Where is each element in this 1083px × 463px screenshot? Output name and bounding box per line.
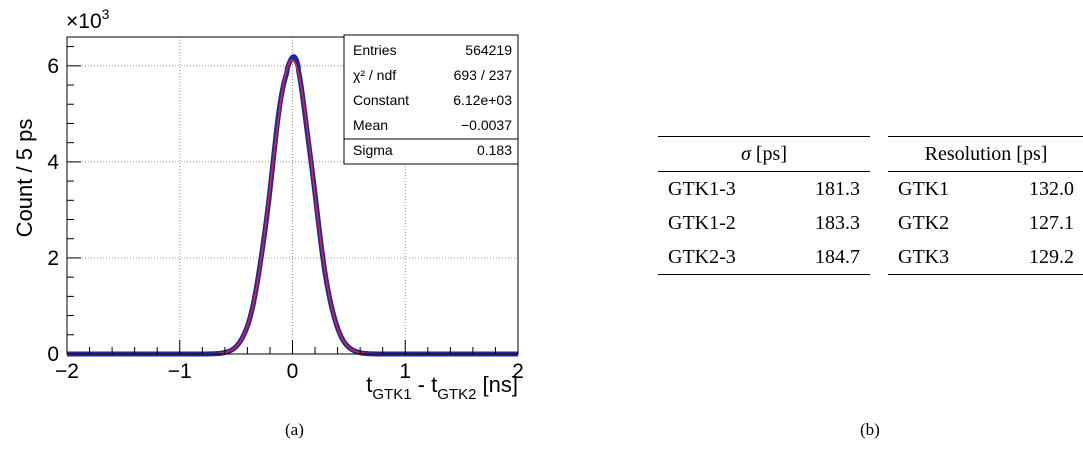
panel-a-caption: (a) <box>285 420 304 439</box>
x-label-sub1: GTK1 <box>372 386 411 403</box>
station-label: GTK2 <box>898 211 950 234</box>
station-label: GTK1 <box>898 177 950 200</box>
table-row: GTK2 127.1 <box>888 206 1083 240</box>
x-tick-label: 1 <box>399 360 411 383</box>
table-row: GTK1-2 183.3 <box>658 206 870 240</box>
stats-value-mean: −0.0037 <box>461 117 512 133</box>
resolution-table-header-row: Resolution [ps] <box>888 136 1083 172</box>
stats-box: Entries 564219 χ² / ndf 693 / 237 Consta… <box>343 34 519 165</box>
pair-label: GTK1-2 <box>668 211 736 234</box>
sigma-table-header-row: σ [ps] <box>658 136 870 172</box>
resolution-table: Resolution [ps] GTK1 132.0 GTK2 127.1 GT… <box>888 136 1083 275</box>
stats-value-constant: 6.12e+03 <box>453 92 512 108</box>
stats-label-entries: Entries <box>353 42 397 58</box>
pair-label: GTK1-3 <box>668 177 736 200</box>
table-row: GTK1-3 181.3 <box>658 172 870 207</box>
stats-value-chi2: 693 / 237 <box>454 67 513 83</box>
y-tick-label: 0 <box>47 343 59 366</box>
panel-b-caption: (b) <box>860 420 880 439</box>
stats-label-mean: Mean <box>353 117 388 133</box>
pair-label: GTK2-3 <box>658 240 780 275</box>
sigma-table-header: σ [ps] <box>658 136 870 172</box>
sigma-value: 181.3 <box>815 177 860 200</box>
sigma-value: 183.3 <box>815 211 860 234</box>
x-tick-label: 0 <box>287 360 299 383</box>
resolution-value: 129.2 <box>990 240 1083 275</box>
resolution-value: 132.0 <box>1029 177 1074 200</box>
resolution-value: 127.1 <box>1029 211 1074 234</box>
table-row: GTK3 129.2 <box>888 240 1083 275</box>
stats-value-entries: 564219 <box>465 42 512 58</box>
table-row: GTK2-3 184.7 <box>658 240 870 275</box>
tick-labels: −2 −1 0 1 2 0 2 4 6 <box>47 55 524 383</box>
x-tick-label: −1 <box>168 360 192 383</box>
sigma-value: 184.7 <box>779 240 870 275</box>
x-tick-label: −2 <box>55 360 79 383</box>
y-axis-label: Count / 5 ps <box>12 119 37 238</box>
stats-box-frame <box>343 34 519 165</box>
x-tick-label: 2 <box>512 360 524 383</box>
resolution-table-header: Resolution [ps] <box>888 136 1083 172</box>
y-multiplier-exponent: 3 <box>102 6 110 22</box>
stats-label-constant: Constant <box>353 92 409 108</box>
x-label-sub2: GTK2 <box>437 386 476 403</box>
y-tick-label: 6 <box>47 55 59 78</box>
x-axis-label: tGTK1 - tGTK2 [ns] <box>366 372 518 403</box>
axis-ticks <box>66 46 519 355</box>
stats-label-chi2: χ² / ndf <box>353 67 396 83</box>
station-label: GTK3 <box>888 240 991 275</box>
histogram-plot: −2 −1 0 1 2 0 2 4 6 Count / 5 ps ×103 tGTK1 - tG… <box>12 6 524 403</box>
y-tick-label: 2 <box>47 247 59 270</box>
sigma-table: σ [ps] GTK1-3 181.3 GTK1-2 183.3 GTK2-3 … <box>658 136 870 275</box>
stats-label-sigma: Sigma <box>353 142 393 158</box>
y-tick-label: 4 <box>47 151 59 174</box>
table-row: GTK1 132.0 <box>888 172 1083 207</box>
y-multiplier: ×103 <box>66 6 110 33</box>
stats-value-sigma: 0.183 <box>477 142 512 158</box>
